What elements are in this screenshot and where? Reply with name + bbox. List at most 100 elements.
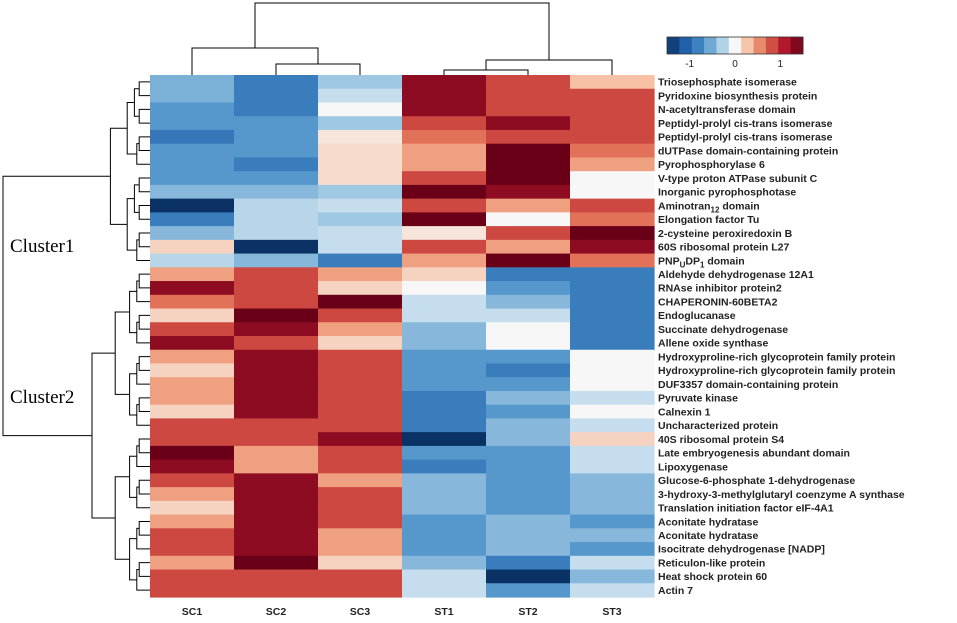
heatmap-cell: [486, 75, 571, 90]
cluster1-label: Cluster1: [10, 236, 74, 257]
heatmap-cell: [486, 363, 571, 378]
heatmap-cell: [318, 363, 403, 378]
heatmap-cell: [486, 308, 571, 323]
heatmap-cell: [150, 390, 235, 406]
heatmap-cell: [570, 336, 655, 351]
heatmap-cell: [318, 75, 403, 90]
heatmap-cell: [402, 253, 487, 268]
heatmap-cell: [570, 308, 655, 323]
heatmap-cell: [486, 322, 571, 337]
heatmap-cell: [150, 555, 235, 571]
row-label: Aconitate hydratase: [658, 516, 759, 528]
heatmap-cell: [486, 336, 571, 351]
heatmap-cell: [570, 198, 655, 213]
heatmap-cell: [150, 198, 235, 213]
heatmap-cell: [234, 212, 319, 227]
heatmap-cell: [234, 102, 319, 117]
heatmap-cell: [402, 542, 487, 557]
row-label: Heat shock protein 60: [658, 571, 767, 583]
heatmap-cell: [570, 487, 655, 502]
heatmap-cell: [402, 555, 487, 571]
column-label: ST3: [602, 606, 621, 618]
heatmap-cell: [150, 349, 235, 365]
heatmap-cell: [234, 487, 319, 502]
heatmap-cell: [570, 459, 655, 474]
heatmap-cell: [570, 473, 655, 488]
heatmap-cell: [570, 363, 655, 378]
heatmap-cell: [570, 281, 655, 296]
heatmap-cell: [486, 281, 571, 296]
heatmap-cell: [570, 239, 655, 255]
column-label: ST1: [434, 606, 453, 618]
heatmap-cell: [486, 198, 571, 213]
row-dendrogram-link: [138, 232, 150, 248]
row-dendrogram-link: [138, 177, 150, 193]
column-dendrogram-link: [254, 2, 550, 60]
heatmap-cell: [234, 171, 319, 186]
row-label: dUTPase domain-containing protein: [658, 145, 838, 157]
row-dendrogram-link: [138, 397, 150, 413]
heatmap-cell: [318, 171, 403, 186]
heatmap-cell: [150, 514, 235, 529]
heatmap-cell: [486, 212, 571, 227]
heatmap-cell: [486, 404, 571, 420]
heatmap-cell: [570, 143, 655, 159]
heatmap-cell: [150, 336, 235, 351]
heatmap-cell: [150, 377, 235, 392]
heatmap-cell: [570, 226, 655, 241]
row-dendrogram-link: [138, 356, 150, 371]
heatmap-cell: [570, 555, 655, 571]
heatmap-cell: [570, 349, 655, 365]
heatmap-cell: [150, 418, 235, 433]
heatmap-cell: [150, 281, 235, 296]
row-label: 60S ribosomal protein L27: [658, 242, 789, 254]
row-dendrogram-link: [129, 290, 137, 334]
heatmap-cell: [402, 363, 487, 378]
row-label: Reticulon-like protein: [658, 557, 765, 569]
row-dendrogram-link: [133, 184, 140, 213]
row-dendrogram-link: [126, 101, 137, 155]
row-label: V-type proton ATPase subunit C: [658, 173, 818, 185]
heatmap-cell: [318, 253, 403, 268]
row-label: 2-cysteine peroxiredoxin B: [658, 228, 793, 240]
legend-tick-label: 1: [778, 59, 784, 70]
column-label: SC3: [350, 606, 371, 618]
row-label: CHAPERONIN-60BETA2: [658, 296, 778, 308]
heatmap-cell: [318, 308, 403, 323]
legend-border: [666, 36, 804, 55]
heatmap-cell: [150, 129, 235, 145]
row-dendrogram-link: [2, 175, 111, 437]
heatmap-cell: [234, 445, 319, 461]
heatmap-cell: [318, 377, 403, 392]
heatmap-cell: [150, 487, 235, 502]
row-dendrogram-link: [138, 438, 150, 454]
heatmap-cell: [570, 404, 655, 420]
heatmap-cell: [402, 88, 487, 104]
row-label: Elongation factor Tu: [658, 214, 759, 226]
column-label: ST2: [518, 606, 537, 618]
heatmap-cell: [234, 184, 319, 200]
heatmap-cell: [234, 542, 319, 557]
column-dendrogram-link: [191, 47, 319, 75]
heatmap-cell: [150, 528, 235, 543]
heatmap-cell: [234, 500, 319, 516]
heatmap-cell: [150, 404, 235, 420]
row-label: RNAse inhibitor protein2: [658, 283, 782, 295]
heatmap-cell: [318, 116, 403, 131]
row-label: PNPUDP1 domain: [658, 255, 745, 269]
heatmap-cell: [486, 102, 571, 117]
heatmap-cell: [402, 390, 487, 406]
heatmap-cell: [570, 267, 655, 282]
row-label: 3-hydroxy-3-methylglutaryl coenzyme A sy…: [658, 489, 905, 501]
row-label: Aminotran12 domain: [658, 200, 760, 214]
heatmap-cell: [570, 212, 655, 227]
heatmap-cell: [318, 239, 403, 255]
row-dendrogram-link: [114, 476, 130, 560]
heatmap-cell: [318, 583, 403, 598]
heatmap-cell: [150, 212, 235, 227]
heatmap-cell: [318, 459, 403, 474]
heatmap-cell: [570, 294, 655, 310]
heatmap-cell: [486, 88, 571, 104]
heatmap-cell: [486, 294, 571, 310]
heatmap-cell: [234, 75, 319, 90]
